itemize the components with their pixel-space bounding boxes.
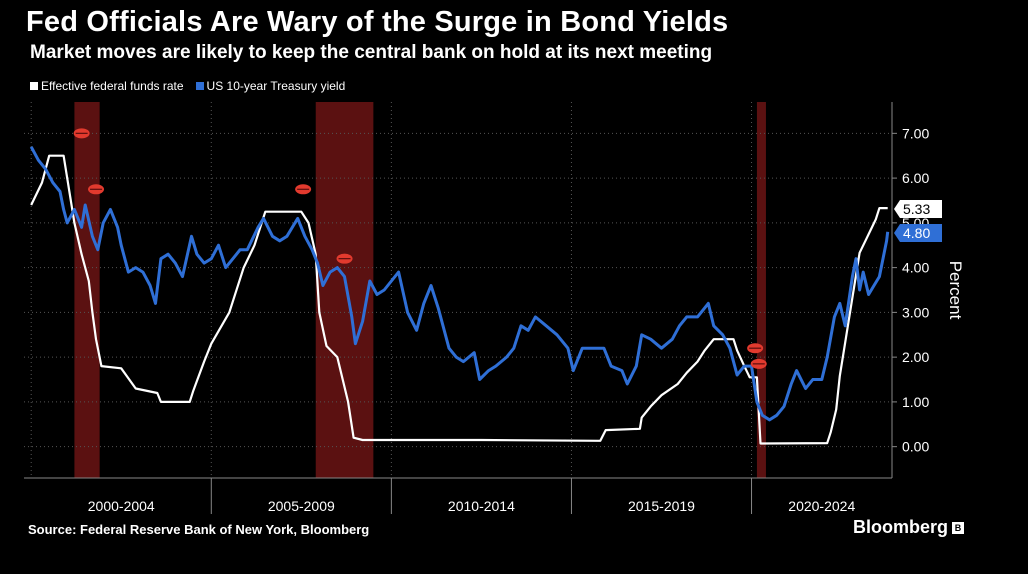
lips-marker-icon [295, 184, 312, 195]
treasury-yield-line [29, 146, 890, 422]
fed-funds-value-badge-text: 5.33 [903, 201, 930, 217]
lips-marker-icon [336, 253, 353, 264]
fed-funds-line [30, 154, 888, 445]
y-tick-label: 3.00 [902, 304, 929, 320]
y-axis-title: Percent [946, 261, 965, 320]
legend: Effective federal funds rate US 10-year … [30, 79, 345, 93]
x-period-label: 2020-2024 [788, 498, 855, 514]
source-note: Source: Federal Reserve Bank of New York… [28, 522, 370, 537]
legend-label-treasury: US 10-year Treasury yield [206, 79, 346, 93]
lips-marker-icon [747, 343, 764, 354]
x-period-label: 2005-2009 [268, 498, 335, 514]
bloomberg-logo: Bloomberg B [853, 517, 965, 538]
chart-title: Fed Officials Are Wary of the Surge in B… [26, 6, 729, 38]
lips-marker-icon [88, 184, 105, 195]
brand-name: Bloomberg [853, 517, 949, 537]
x-period-label: 2010-2014 [448, 498, 515, 514]
lips-marker-icon [750, 358, 767, 369]
treasury-value-badge-text: 4.80 [903, 225, 930, 241]
treasury-value-badge [894, 224, 942, 242]
x-period-label: 2000-2004 [88, 498, 155, 514]
legend-item-treasury: US 10-year Treasury yield [195, 79, 346, 93]
recession-band-2 [315, 102, 374, 478]
y-tick-label: 2.00 [902, 349, 929, 365]
x-period-label: 2015-2019 [628, 498, 695, 514]
legend-swatch-treasury [195, 82, 204, 90]
y-tick-label: 4.00 [902, 260, 929, 276]
y-tick-label: 0.00 [902, 439, 929, 455]
recession-band-1 [74, 102, 100, 478]
y-tick-label: 7.00 [902, 125, 929, 141]
lips-marker-icon [73, 128, 90, 139]
chart-subtitle: Market moves are likely to keep the cent… [30, 42, 713, 63]
recession-band-3 [756, 102, 766, 478]
y-tick-label: 6.00 [902, 170, 929, 186]
y-tick-label: 1.00 [902, 394, 929, 410]
legend-item-fed-funds: Effective federal funds rate [30, 79, 184, 93]
brand-mark-icon: B [952, 521, 965, 534]
legend-label-fed-funds: Effective federal funds rate [41, 79, 184, 93]
legend-swatch-fed-funds [30, 82, 38, 90]
fed-funds-value-badge [894, 200, 942, 218]
